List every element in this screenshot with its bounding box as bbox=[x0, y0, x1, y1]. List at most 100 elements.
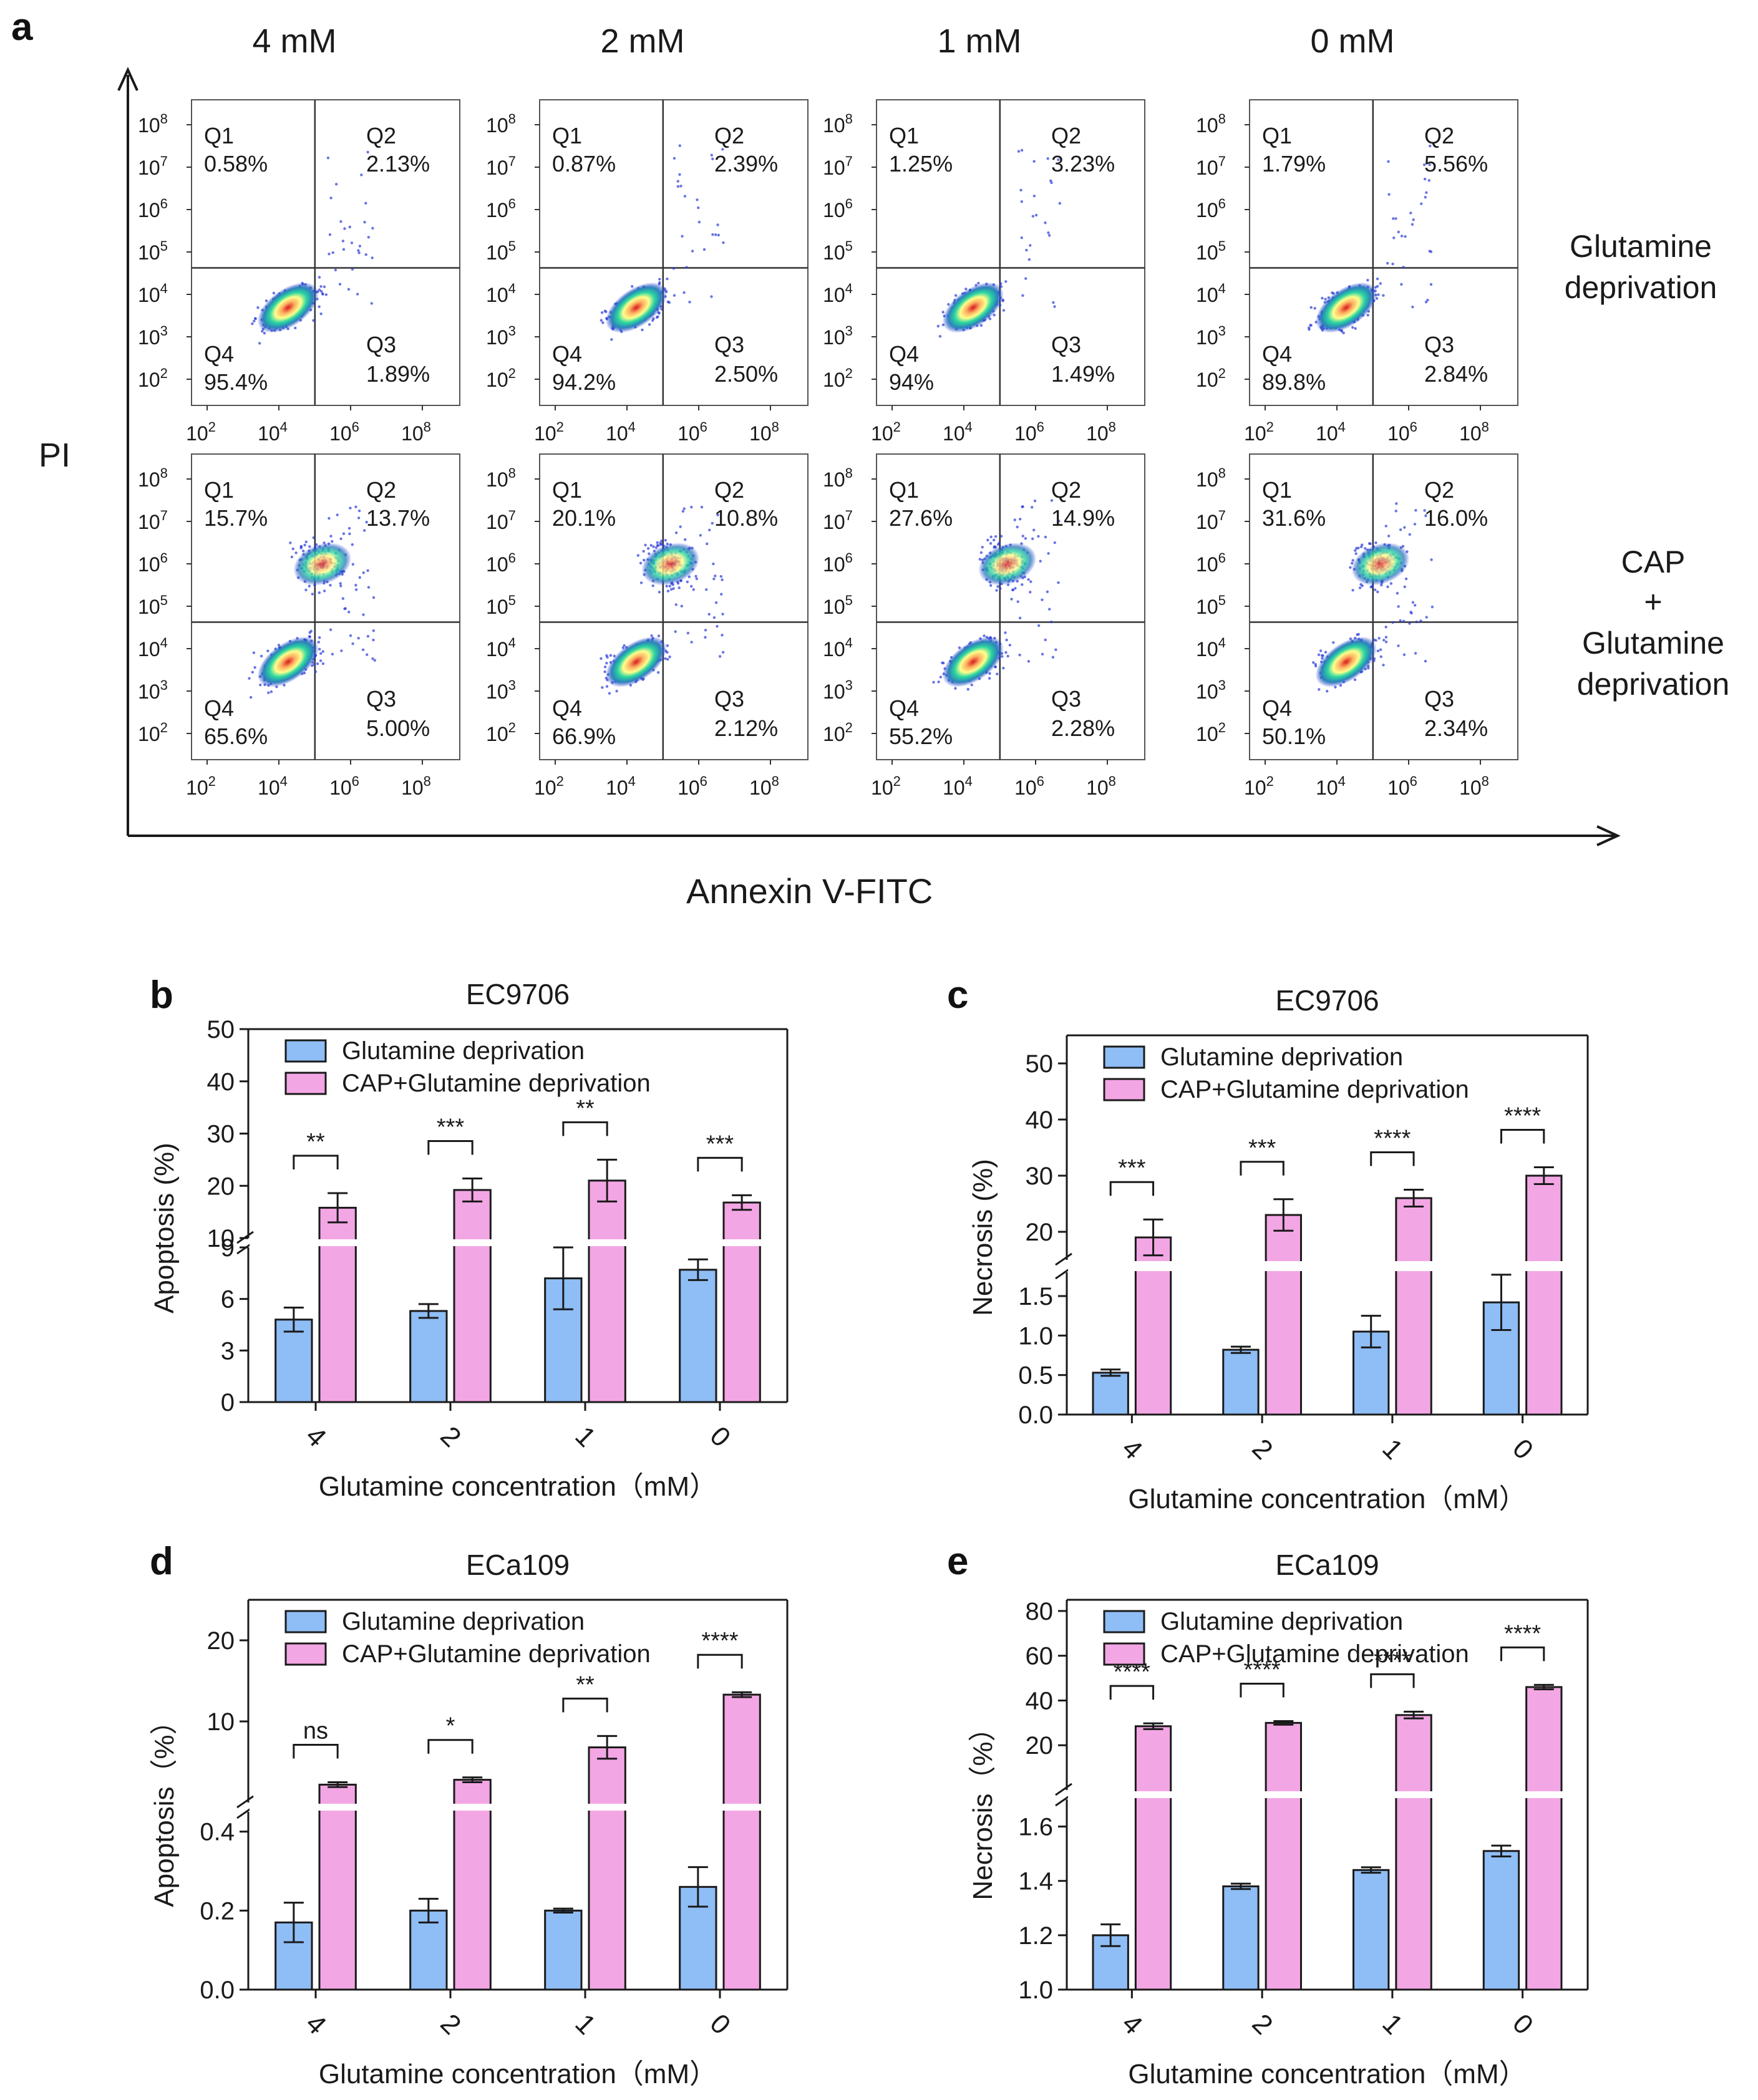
event-dot bbox=[996, 543, 1000, 546]
event-dot bbox=[994, 535, 998, 538]
significance-label: *** bbox=[437, 1115, 465, 1141]
event-dot bbox=[366, 150, 369, 154]
event-dot bbox=[711, 157, 714, 160]
event-dot bbox=[1357, 546, 1360, 549]
x-tick-label: 4 bbox=[299, 1421, 332, 1453]
y-tick-label: 20 bbox=[1026, 1732, 1054, 1759]
quadrant-name: Q4 bbox=[1262, 695, 1292, 721]
event-dot bbox=[688, 301, 691, 304]
event-dot bbox=[303, 543, 306, 547]
quadrant-name: Q3 bbox=[1424, 686, 1454, 712]
y-tick-label: 106 bbox=[823, 196, 853, 221]
event-dot bbox=[1426, 298, 1429, 302]
y-tick-label: 9 bbox=[221, 1234, 235, 1262]
quadrant-name: Q2 bbox=[714, 477, 744, 503]
event-dot bbox=[600, 319, 603, 322]
bar-glutamine bbox=[274, 1319, 313, 1403]
quadrant-value: 2.28% bbox=[1051, 715, 1115, 741]
event-dot bbox=[706, 542, 709, 546]
legend-label: Glutamine deprivation bbox=[342, 1037, 585, 1065]
quadrant-value: 20.1% bbox=[552, 505, 616, 531]
plot-frame bbox=[191, 99, 460, 406]
event-dot bbox=[294, 326, 297, 330]
event-dot bbox=[1411, 306, 1414, 309]
y-tick-exponent: 3 bbox=[1218, 677, 1226, 693]
event-dot bbox=[603, 670, 606, 674]
significance-bracket bbox=[697, 1653, 743, 1669]
x-tick-label: 104 bbox=[1316, 773, 1346, 799]
event-dot bbox=[1017, 150, 1021, 153]
event-dot bbox=[1408, 622, 1411, 625]
event-dot bbox=[700, 505, 704, 509]
y-tick-exponent: 3 bbox=[160, 323, 168, 339]
bar-cap bbox=[1265, 1721, 1302, 1991]
event-dot bbox=[362, 613, 365, 616]
y-tick-exponent: 5 bbox=[508, 238, 516, 254]
event-dot bbox=[1021, 294, 1024, 297]
event-dot bbox=[676, 180, 679, 183]
y-tick-label: 103 bbox=[1196, 323, 1226, 349]
bar-cap bbox=[588, 1746, 626, 1991]
event-dot bbox=[978, 558, 981, 561]
y-tick-exponent: 5 bbox=[1218, 593, 1226, 608]
event-dot bbox=[1387, 535, 1391, 538]
y-tick-label: 106 bbox=[486, 550, 516, 576]
y-tick-exponent: 5 bbox=[845, 593, 853, 608]
event-dot bbox=[1014, 587, 1017, 590]
plot-frame bbox=[876, 453, 1145, 760]
y-tick-label: 107 bbox=[486, 508, 516, 533]
event-dot bbox=[1041, 652, 1044, 656]
event-dot bbox=[294, 551, 298, 554]
y-tick-label: 10 bbox=[207, 1708, 235, 1736]
density-core bbox=[257, 282, 319, 333]
x-tick-exponent: 4 bbox=[280, 419, 288, 435]
event-dot bbox=[665, 584, 668, 588]
density-upper bbox=[1351, 543, 1410, 586]
event-dot bbox=[338, 283, 342, 286]
event-dot bbox=[1402, 266, 1405, 269]
y-tick-label: 105 bbox=[1196, 593, 1226, 618]
y-tick-exponent: 2 bbox=[1218, 365, 1226, 381]
y-tick-label: 40 bbox=[1026, 1687, 1054, 1715]
row-label: deprivation bbox=[1577, 667, 1730, 702]
event-dot bbox=[1013, 518, 1016, 521]
x-tick-label: 102 bbox=[186, 419, 216, 445]
quadrant-name: Q3 bbox=[714, 332, 744, 357]
axis-break-gap bbox=[250, 1804, 786, 1811]
event-dot bbox=[938, 335, 942, 338]
event-dot bbox=[996, 672, 999, 675]
event-dot bbox=[1366, 314, 1369, 317]
event-dot bbox=[644, 543, 647, 547]
event-dot bbox=[1002, 667, 1005, 670]
x-tick-exponent: 6 bbox=[1410, 773, 1417, 789]
event-dot bbox=[373, 659, 376, 662]
event-dot bbox=[365, 520, 368, 524]
event-dot bbox=[954, 687, 957, 690]
event-dot bbox=[673, 294, 676, 297]
event-dot bbox=[1425, 616, 1428, 619]
event-dot bbox=[357, 251, 361, 254]
y-axis-label: Apoptosis（%） bbox=[149, 1707, 180, 1907]
event-dot bbox=[1400, 283, 1403, 286]
event-dot bbox=[996, 585, 999, 588]
legend-label: Glutamine deprivation bbox=[1160, 1608, 1403, 1635]
quadrant-name: Q1 bbox=[552, 123, 582, 148]
event-dot bbox=[1411, 601, 1415, 604]
x-tick-label: 102 bbox=[1244, 773, 1274, 799]
event-dot bbox=[251, 670, 255, 674]
y-tick-exponent: 7 bbox=[508, 153, 516, 169]
y-tick-label: 102 bbox=[1196, 365, 1226, 391]
event-dot bbox=[319, 285, 323, 288]
bar-glutamine bbox=[1222, 1885, 1260, 1991]
event-dot bbox=[1374, 541, 1377, 544]
event-dot bbox=[1430, 558, 1433, 561]
event-dot bbox=[704, 629, 707, 632]
significance-bracket bbox=[1109, 1685, 1155, 1700]
event-dot bbox=[988, 677, 991, 680]
event-dot bbox=[1384, 641, 1388, 644]
event-dot bbox=[1373, 588, 1377, 591]
event-dot bbox=[707, 612, 711, 616]
x-tick-label: 0 bbox=[704, 1421, 736, 1453]
event-dot bbox=[331, 652, 334, 656]
